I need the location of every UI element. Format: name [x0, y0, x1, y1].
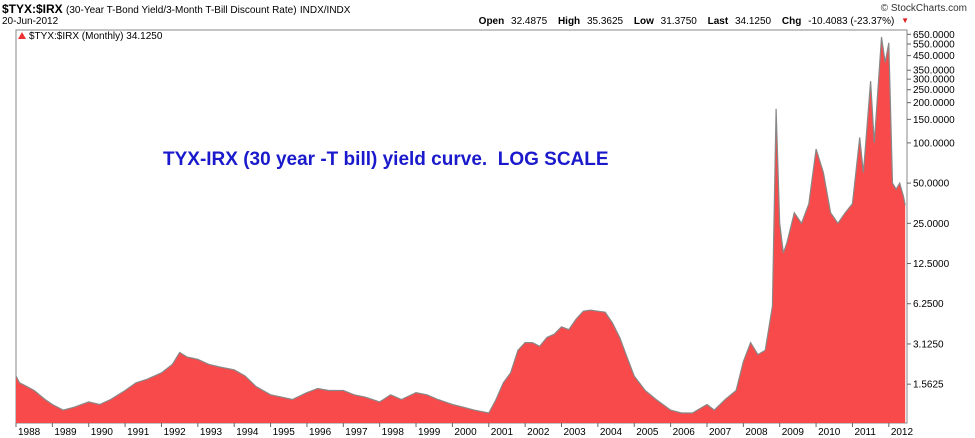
- x-tick-label: 2002: [527, 427, 550, 438]
- x-tick-label: 2010: [818, 427, 841, 438]
- chg-value: -10.4083 (-23.37%): [808, 16, 895, 27]
- x-tick-label: 1995: [273, 427, 296, 438]
- exchange: INDX/INDX: [299, 5, 351, 16]
- open-value: 32.4875: [511, 16, 548, 27]
- y-tick-label: 550.0000: [913, 39, 955, 50]
- y-tick-label: 6.2500: [913, 299, 944, 310]
- open-label: Open: [478, 16, 505, 27]
- x-tick-label: 2003: [564, 427, 587, 438]
- chg-label: Chg: [781, 16, 802, 27]
- x-tick-label: 1998: [382, 427, 405, 438]
- high-value: 35.3625: [586, 16, 624, 27]
- x-tick-label: 2005: [636, 427, 659, 438]
- high-label: High: [557, 16, 581, 27]
- y-tick-label: 12.5000: [913, 259, 950, 270]
- last-label: Last: [707, 16, 729, 27]
- x-tick-label: 2004: [600, 427, 623, 438]
- x-tick-label: 2011: [854, 427, 876, 438]
- y-tick-label: 25.0000: [913, 219, 950, 230]
- y-tick-label: 250.0000: [913, 85, 955, 96]
- y-tick-label: 350.0000: [913, 66, 955, 77]
- low-value: 31.3750: [660, 16, 697, 27]
- last-value: 34.1250: [734, 16, 772, 27]
- brand-logo[interactable]: © StockCharts.com: [880, 3, 967, 14]
- x-axis: 1988 1989 1990 1991 1992 1993 1994 1995 1996 1997…: [15, 423, 914, 438]
- x-tick-label: 1996: [309, 427, 332, 438]
- x-tick-label: 2007: [709, 427, 732, 438]
- x-tick-label: 1997: [345, 427, 368, 438]
- x-tick-label: 2000: [454, 427, 477, 438]
- symbol: $TYX:$IRX: [2, 2, 63, 16]
- y-tick-label: 150.0000: [913, 115, 955, 126]
- y-tick-label: 650.0000: [913, 30, 955, 41]
- red-triangle-icon: [18, 32, 26, 39]
- symbol-description: (30-Year T-Bond Yield/3-Month T-Bill Dis…: [66, 5, 297, 16]
- series-line: [15, 36, 906, 414]
- chart-date: 20-Jun-2012: [2, 16, 59, 27]
- x-tick-label: 1994: [236, 427, 259, 438]
- chart-symbol-line: $TYX:$IRX (30-Year T-Bond Yield/3-Month …: [2, 2, 350, 16]
- x-tick-label: 1989: [54, 427, 77, 438]
- x-tick-label: 2012: [891, 427, 914, 438]
- x-tick-label: 1992: [163, 427, 186, 438]
- chart-annotation: TYX-IRX (30 year -T bill) yield curve. L…: [163, 149, 609, 170]
- y-tick-label: 200.0000: [913, 98, 955, 109]
- legend-text: $TYX:$IRX (Monthly) 34.1250: [29, 31, 163, 42]
- chart-header: $TYX:$IRX (30-Year T-Bond Yield/3-Month …: [0, 0, 975, 30]
- x-tick-label: 2006: [673, 427, 696, 438]
- x-tick-label: 2008: [745, 427, 768, 438]
- series-legend: $TYX:$IRX (Monthly) 34.1250: [18, 31, 162, 42]
- x-tick-label: 1999: [418, 427, 441, 438]
- y-tick-label: 50.0000: [913, 179, 950, 190]
- y-tick-label: 450.0000: [913, 51, 955, 62]
- y-tick-label: 300.0000: [913, 75, 955, 86]
- y-tick-label: 1.5625: [913, 380, 944, 391]
- x-tick-label: 1991: [127, 427, 150, 438]
- down-arrow-icon: ▼: [901, 16, 909, 25]
- y-axis: 1.5625 3.1250 6.2500 12.5000 25.0000 50.0000 1…: [907, 30, 955, 391]
- y-tick-label: 100.0000: [913, 138, 955, 149]
- quote-summary: Open 32.4875 High 35.3625 Low 31.3750 La…: [479, 16, 909, 27]
- x-tick-label: 1993: [200, 427, 223, 438]
- series-area: [16, 37, 906, 423]
- x-tick-label: 2001: [491, 427, 514, 438]
- low-label: Low: [633, 16, 654, 27]
- x-tick-label: 1990: [91, 427, 114, 438]
- x-tick-label: 2009: [782, 427, 805, 438]
- x-tick-label: 1988: [18, 427, 41, 438]
- y-tick-label: 3.1250: [913, 339, 944, 350]
